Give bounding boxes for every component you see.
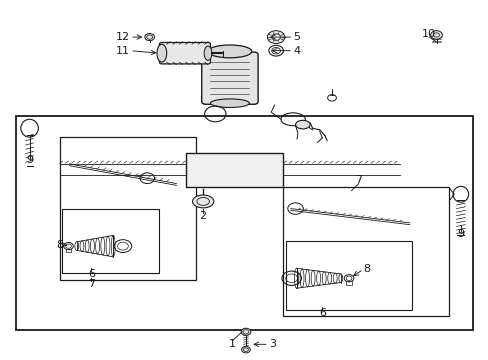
Text: 7: 7 [88, 279, 95, 289]
Circle shape [430, 31, 442, 39]
Text: 2: 2 [199, 211, 206, 221]
Text: 7: 7 [354, 175, 362, 185]
Circle shape [241, 328, 250, 336]
Circle shape [241, 346, 250, 353]
Bar [66, 249, 71, 252]
Text: 8: 8 [363, 264, 370, 274]
Circle shape [271, 34, 280, 40]
Ellipse shape [192, 195, 213, 208]
Bar [186, 153, 283, 187]
Text: 9: 9 [456, 229, 464, 239]
Text: 6: 6 [318, 308, 325, 318]
Bar [62, 208, 159, 273]
Ellipse shape [207, 45, 251, 58]
Text: 6: 6 [88, 269, 95, 279]
Ellipse shape [295, 120, 309, 129]
Text: 9: 9 [26, 156, 33, 165]
Text: 8: 8 [57, 240, 63, 250]
Ellipse shape [203, 46, 211, 60]
FancyBboxPatch shape [159, 42, 210, 64]
FancyBboxPatch shape [201, 52, 258, 104]
Bar [285, 241, 411, 310]
Text: 12: 12 [116, 32, 130, 42]
Bar [60, 137, 196, 280]
Circle shape [144, 33, 154, 41]
Bar [283, 187, 448, 316]
Circle shape [267, 31, 285, 44]
Text: 10: 10 [422, 28, 435, 39]
Text: 4: 4 [292, 46, 300, 56]
Bar [346, 282, 351, 285]
Text: 1: 1 [228, 339, 235, 349]
Text: 3: 3 [268, 339, 275, 349]
Text: 11: 11 [116, 46, 130, 56]
Text: 5: 5 [292, 32, 300, 42]
Ellipse shape [210, 99, 249, 108]
Ellipse shape [157, 44, 166, 62]
Bar [16, 116, 472, 330]
